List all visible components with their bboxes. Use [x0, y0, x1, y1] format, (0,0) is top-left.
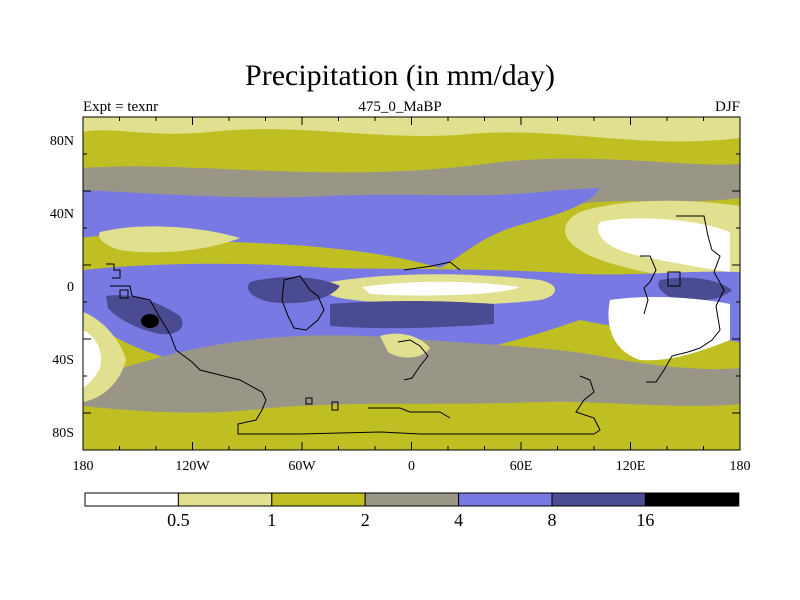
- lon-label-180e: 180: [730, 459, 751, 474]
- legend-label-1: 1: [267, 510, 276, 530]
- coast-south-land: [110, 285, 594, 435]
- coast-d: [403, 261, 461, 271]
- season-label: DJF: [714, 99, 740, 115]
- field-dark-patch-b: [330, 301, 494, 329]
- field-dark-patch-a: [248, 277, 340, 304]
- lon-label-180w: 180: [73, 459, 94, 474]
- legend-label-2: 2: [361, 510, 370, 530]
- lat-label-40n: 40N: [50, 207, 74, 222]
- map-title: Precipitation (in mm/day): [245, 59, 555, 92]
- coast-b: [281, 275, 325, 331]
- coast-e: [397, 339, 429, 381]
- axis-ticks: [82, 116, 741, 451]
- coast-j: [119, 289, 129, 299]
- legend-swatch-5: [458, 492, 553, 507]
- legend-swatch-7: [644, 492, 740, 507]
- lon-label-60e: 60E: [510, 459, 533, 474]
- legend-label-4: 4: [454, 510, 463, 530]
- legend-swatch-4: [364, 492, 460, 507]
- continent-outlines: [106, 215, 725, 435]
- field-dark-patch-c: [106, 295, 183, 335]
- experiment-label: Expt = texnr: [83, 99, 159, 115]
- lat-label-80n: 80N: [50, 134, 74, 149]
- lon-label-0: 0: [408, 459, 415, 474]
- lat-label-80s: 80S: [52, 426, 74, 441]
- lon-label-120w: 120W: [175, 459, 210, 474]
- lon-label-120e: 120E: [616, 459, 646, 474]
- legend-label-0-5: 0.5: [167, 510, 190, 530]
- legend-label-16: 16: [636, 510, 654, 530]
- lon-label-60w: 60W: [288, 459, 316, 474]
- period-label: 475_0_MaBP: [358, 99, 442, 115]
- coast-a: [106, 263, 121, 279]
- legend-swatch-2: [177, 492, 273, 507]
- lat-tick-labels: 80N 40N 0 40S 80S: [50, 134, 74, 441]
- field-40n-light: [99, 226, 240, 253]
- lat-label-40s: 40S: [52, 353, 74, 368]
- legend-label-8: 8: [548, 510, 557, 530]
- field-dark-patch-d: [658, 277, 732, 301]
- coast-i: [667, 271, 681, 287]
- legend-swatch-1: [84, 492, 179, 507]
- field-south-gray: [83, 335, 740, 413]
- field-40n-blue: [83, 188, 600, 268]
- field-max-cell: [141, 314, 159, 328]
- field-sw-light: [83, 312, 126, 402]
- field-north-light: [83, 117, 740, 142]
- field-aus-white: [608, 297, 730, 361]
- field-sw-white: [83, 330, 102, 388]
- coast-f: [575, 375, 601, 435]
- legend-swatch-6: [551, 492, 646, 507]
- coast-islet-a: [305, 397, 313, 405]
- field-itcz-white: [362, 281, 520, 296]
- coast-c: [368, 407, 451, 419]
- lat-label-equator: 0: [67, 280, 74, 295]
- legend-swatch-3: [271, 492, 366, 507]
- field-south-light: [380, 333, 430, 358]
- color-legend: 0.5 1 2 4 8 16: [84, 492, 740, 530]
- coast-islet-b: [331, 401, 339, 411]
- coast-g: [640, 255, 657, 315]
- coast-h: [646, 215, 725, 383]
- map-field: [83, 117, 740, 450]
- field-asia-white: [598, 218, 730, 272]
- lon-tick-labels: 180 120W 60W 0 60E 120E 180: [73, 459, 751, 474]
